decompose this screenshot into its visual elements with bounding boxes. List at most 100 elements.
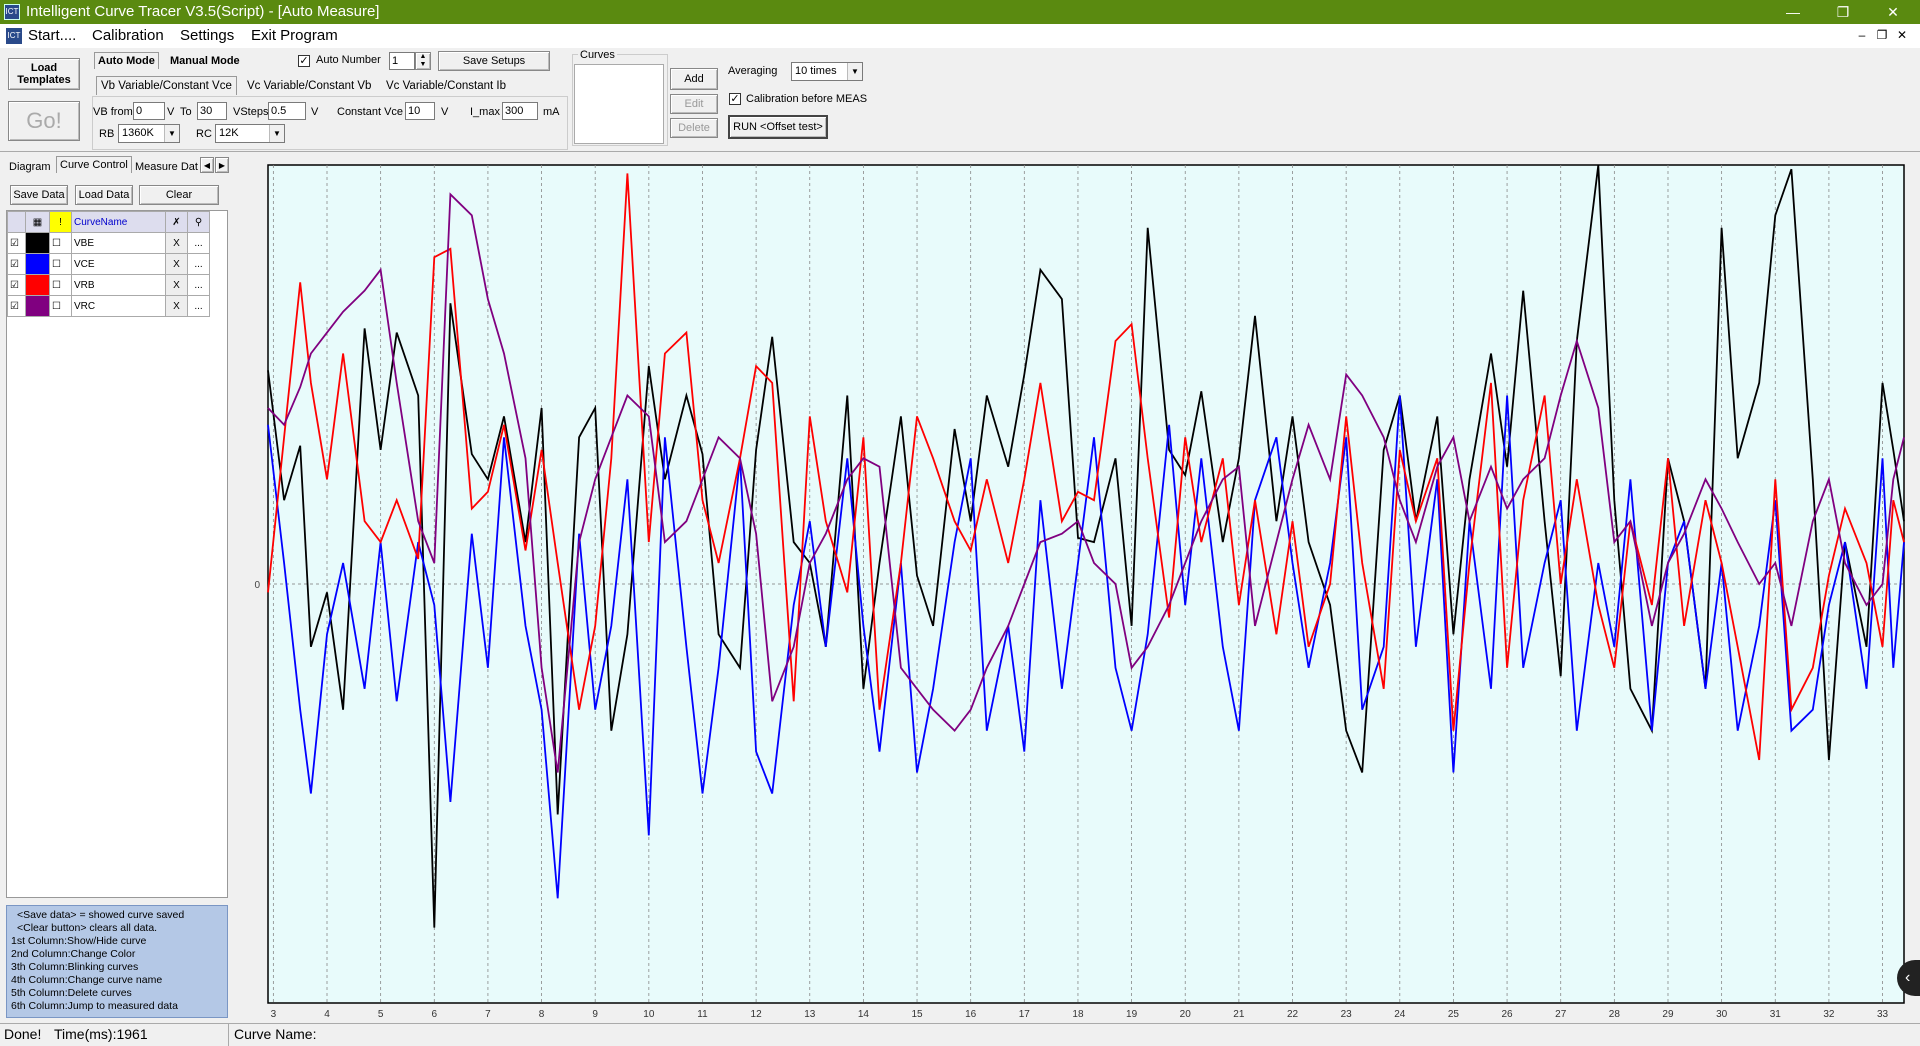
title-bar: ICT Intelligent Curve Tracer V3.5(Script… <box>0 0 1920 24</box>
tab-vc-variable-ib[interactable]: Vc Variable/Constant Ib <box>386 80 506 92</box>
curves-label: Curves <box>578 49 617 61</box>
rc-value: 12K <box>219 127 239 139</box>
constant-vce-input[interactable]: 10 <box>405 102 435 120</box>
jump-to-data-button[interactable]: ... <box>187 232 210 254</box>
y-zero-label: 0 <box>254 580 260 591</box>
curves-list[interactable] <box>574 64 664 144</box>
curve-name[interactable]: VCE <box>71 253 166 275</box>
save-setups-button[interactable]: Save Setups <box>438 51 550 71</box>
menu-start[interactable]: Start.... <box>28 27 77 44</box>
x-tick-label: 22 <box>1287 1009 1299 1020</box>
rc-select[interactable]: 12K ▼ <box>215 124 285 143</box>
load-data-button[interactable]: Load Data <box>75 185 133 205</box>
blink-checkbox[interactable]: ☐ <box>49 253 72 275</box>
tab-vb-variable[interactable]: Vb Variable/Constant Vce <box>96 76 237 95</box>
delete-curve-x[interactable]: X <box>165 274 188 296</box>
status-time: Time(ms):1961 <box>54 1026 148 1042</box>
minimize-icon[interactable]: — <box>1786 4 1800 20</box>
table-row[interactable]: ☑ ☐ VRB X ... <box>7 274 210 296</box>
table-row[interactable]: ☑ ☐ VCE X ... <box>7 253 210 275</box>
menu-calibration[interactable]: Calibration <box>92 27 164 44</box>
curve-name[interactable]: VRB <box>71 274 166 296</box>
add-curve-button[interactable]: Add <box>670 68 718 90</box>
tab-manual-mode[interactable]: Manual Mode <box>170 55 240 67</box>
clear-button[interactable]: Clear <box>139 185 219 205</box>
curve-color-swatch[interactable] <box>25 232 50 254</box>
mdi-icon: ICT <box>6 28 22 44</box>
show-curve-checkbox[interactable]: ☑ <box>7 232 26 254</box>
jump-to-data-button[interactable]: ... <box>187 274 210 296</box>
tab-vc-variable-vb[interactable]: Vc Variable/Constant Vb <box>247 80 372 92</box>
edit-curve-button[interactable]: Edit <box>670 94 718 114</box>
x-tick-label: 3 <box>271 1009 277 1020</box>
delete-curve-button[interactable]: Delete <box>670 118 718 138</box>
show-curve-checkbox[interactable]: ☑ <box>7 253 26 275</box>
table-row[interactable]: ☑ ☐ VBE X ... <box>7 232 210 254</box>
show-curve-checkbox[interactable]: ☑ <box>7 295 26 317</box>
load-templates-button[interactable]: Load Templates <box>8 58 80 90</box>
rb-select[interactable]: 1360K ▼ <box>118 124 180 143</box>
delete-curve-x[interactable]: X <box>165 295 188 317</box>
imax-input[interactable]: 300 <box>502 102 538 120</box>
to-label: To <box>180 106 192 118</box>
x-tick-label: 21 <box>1233 1009 1245 1020</box>
curve-name[interactable]: VRC <box>71 295 166 317</box>
averaging-label: Averaging <box>728 65 778 77</box>
status-divider <box>228 1024 229 1046</box>
tab-measure-data[interactable]: Measure Dat <box>135 161 198 173</box>
curve-chart[interactable]: 0 3 4 5 6 7 8 9 10 11 12 13 14 15 16 17 18 19 20 21 22 23 24 25… <box>232 153 1920 1023</box>
jump-to-data-button[interactable]: ... <box>187 253 210 275</box>
curve-color-swatch[interactable] <box>25 295 50 317</box>
to-input[interactable]: 30 <box>197 102 227 120</box>
tab-diagram[interactable]: Diagram <box>9 161 51 173</box>
curvename-header: CurveName <box>71 211 166 233</box>
averaging-select[interactable]: 10 times ▼ <box>791 62 863 81</box>
constant-vce-unit: V <box>441 106 449 118</box>
mdi-close-icon[interactable]: ✕ <box>1896 28 1908 42</box>
tab-curve-control[interactable]: Curve Control <box>56 156 132 173</box>
show-curve-checkbox[interactable]: ☑ <box>7 274 26 296</box>
x-tick-label: 27 <box>1555 1009 1567 1020</box>
calibration-checkbox[interactable]: ✓ <box>729 93 741 105</box>
go-button[interactable]: Go! <box>8 101 80 141</box>
x-tick-label: 31 <box>1770 1009 1782 1020</box>
table-row[interactable]: ☑ ☐ VRC X ... <box>7 295 210 317</box>
delete-column-icon: ✗ <box>165 211 188 233</box>
curve-color-swatch[interactable] <box>25 274 50 296</box>
close-icon[interactable]: ✕ <box>1887 4 1899 20</box>
delete-curve-x[interactable]: X <box>165 253 188 275</box>
auto-number-checkbox[interactable]: ✓ <box>298 55 310 67</box>
blink-checkbox[interactable]: ☐ <box>49 232 72 254</box>
delete-curve-x[interactable]: X <box>165 232 188 254</box>
tab-auto-mode[interactable]: Auto Mode <box>94 52 159 69</box>
run-offset-test-button[interactable]: RUN <Offset test> <box>728 115 828 139</box>
tab-scroll-left-icon[interactable]: ◀ <box>200 157 214 173</box>
blink-checkbox[interactable]: ☐ <box>49 295 72 317</box>
auto-number-spinner[interactable]: ▲ ▼ <box>415 52 431 70</box>
x-tick-label: 8 <box>539 1009 545 1020</box>
save-data-button[interactable]: Save Data <box>10 185 68 205</box>
vsteps-unit: V <box>311 106 319 118</box>
grid-header-row: ▦ ! CurveName ✗ ⚲ <box>7 211 210 233</box>
curve-name[interactable]: VBE <box>71 232 166 254</box>
jump-to-data-button[interactable]: ... <box>187 295 210 317</box>
x-tick-label: 15 <box>911 1009 923 1020</box>
blink-checkbox[interactable]: ☐ <box>49 274 72 296</box>
mdi-minimize-icon[interactable]: – <box>1858 28 1866 42</box>
tab-scroll-right-icon[interactable]: ▶ <box>215 157 229 173</box>
vb-from-input[interactable]: 0 <box>133 102 165 120</box>
x-tick-label: 12 <box>751 1009 763 1020</box>
x-tick-label: 29 <box>1662 1009 1674 1020</box>
menu-exit-program[interactable]: Exit Program <box>251 27 338 44</box>
vsteps-input[interactable]: 0.5 <box>268 102 306 120</box>
x-tick-label: 16 <box>965 1009 977 1020</box>
curve-color-swatch[interactable] <box>25 253 50 275</box>
chevron-left-icon[interactable]: ‹ <box>1897 960 1920 996</box>
auto-number-input[interactable]: 1 <box>389 52 415 70</box>
rb-label: RB <box>99 128 115 140</box>
restore-icon[interactable]: ❐ <box>1836 4 1850 20</box>
menu-settings[interactable]: Settings <box>180 27 235 44</box>
auto-number-label: Auto Number <box>316 54 381 66</box>
x-tick-label: 25 <box>1448 1009 1460 1020</box>
mdi-restore-icon[interactable]: ❐ <box>1876 28 1888 42</box>
